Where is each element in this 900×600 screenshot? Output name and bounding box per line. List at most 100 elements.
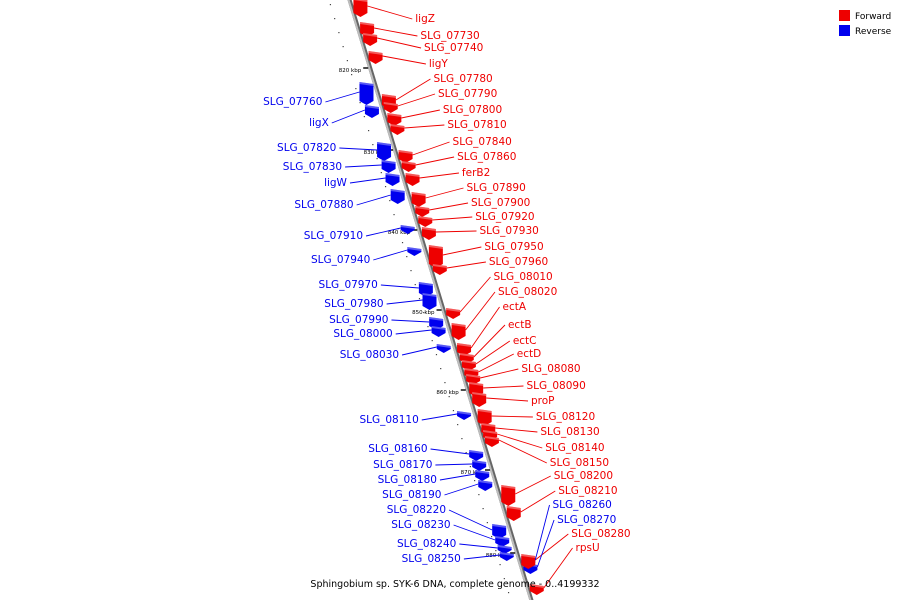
feature-shine-slg-07920 <box>418 216 433 220</box>
gene-label-ligw[interactable]: ligW <box>324 177 347 189</box>
gene-label-slg-07760[interactable]: SLG_07760 <box>263 96 322 108</box>
feature-body-slg-07890 <box>411 192 426 207</box>
gene-label-slg-08200[interactable]: SLG_08200 <box>554 470 613 482</box>
feature-slg-08220 <box>492 524 507 539</box>
minor-tick <box>495 550 497 552</box>
gene-label-slg-07960[interactable]: SLG_07960 <box>489 256 548 268</box>
gene-label-slg-08210[interactable]: SLG_08210 <box>558 485 617 497</box>
leader-ligw <box>349 177 386 184</box>
leader-slg-07930 <box>435 230 477 233</box>
gene-label-slg-07880[interactable]: SLG_07880 <box>294 199 353 211</box>
gene-label-slg-07920[interactable]: SLG_07920 <box>475 211 534 223</box>
gene-label-slg-07800[interactable]: SLG_07800 <box>443 104 502 116</box>
minor-tick <box>346 60 348 62</box>
leader-slg-08020 <box>465 291 496 331</box>
gene-label-ecta[interactable]: ectA <box>503 301 527 313</box>
gene-label-slg-08250[interactable]: SLG_08250 <box>402 553 461 565</box>
feature-body-slg-07950 <box>428 245 443 268</box>
minor-tick <box>372 144 374 146</box>
feature-slg-07840 <box>398 150 413 163</box>
gene-label-slg-08080[interactable]: SLG_08080 <box>521 363 580 375</box>
gene-label-slg-07860[interactable]: SLG_07860 <box>457 151 516 163</box>
feature-slg-08000 <box>431 326 446 337</box>
minor-tick <box>401 242 404 244</box>
gene-label-ligy[interactable]: ligY <box>429 58 448 70</box>
legend-reverse-label: Reverse <box>855 27 892 37</box>
feature-slg-07790 <box>383 102 398 113</box>
gene-label-slg-08010[interactable]: SLG_08010 <box>493 271 552 283</box>
feature-slg-08240 <box>497 545 512 554</box>
gene-label-slg-07740[interactable]: SLG_07740 <box>424 42 483 54</box>
gene-label-slg-08120[interactable]: SLG_08120 <box>536 411 595 423</box>
gene-label-slg-07820[interactable]: SLG_07820 <box>277 142 336 154</box>
gene-label-slg-08140[interactable]: SLG_08140 <box>545 442 604 454</box>
gene-label-slg-08170[interactable]: SLG_08170 <box>373 459 432 471</box>
gene-label-slg-08020[interactable]: SLG_08020 <box>498 286 557 298</box>
gene-label-slg-08220[interactable]: SLG_08220 <box>387 504 446 516</box>
gene-label-slg-08110[interactable]: SLG_08110 <box>359 414 418 426</box>
gene-label-slg-08180[interactable]: SLG_08180 <box>378 474 437 486</box>
gene-label-slg-07830[interactable]: SLG_07830 <box>283 161 342 173</box>
feature-shine-ectd <box>464 368 479 372</box>
gene-label-ectc[interactable]: ectC <box>513 335 537 347</box>
gene-label-slg-08260[interactable]: SLG_08260 <box>553 499 612 511</box>
gene-label-slg-08270[interactable]: SLG_08270 <box>557 514 616 526</box>
feature-shine-slg-08030 <box>436 344 451 348</box>
feature-body-rpsu <box>529 584 544 595</box>
feature-body-ligz <box>353 0 368 17</box>
feature-body-slg-08030 <box>436 344 451 353</box>
gene-label-slg-07970[interactable]: SLG_07970 <box>319 279 378 291</box>
gene-label-slg-07730[interactable]: SLG_07730 <box>420 30 479 42</box>
gene-label-slg-08000[interactable]: SLG_08000 <box>333 328 392 340</box>
gene-label-slg-07940[interactable]: SLG_07940 <box>311 254 370 266</box>
minor-tick <box>457 424 459 426</box>
backbone <box>347 0 532 600</box>
feature-body-slg-07900 <box>415 206 430 217</box>
gene-label-slg-08130[interactable]: SLG_08130 <box>540 426 599 438</box>
gene-label-slg-07790[interactable]: SLG_07790 <box>438 88 497 100</box>
feature-shine-slg-07780 <box>381 94 396 98</box>
feature-shine-slg-07900 <box>415 206 430 210</box>
feature-body-slg-07940 <box>407 247 422 256</box>
gene-label-slg-07900[interactable]: SLG_07900 <box>471 197 530 209</box>
gene-label-slg-07910[interactable]: SLG_07910 <box>304 230 363 242</box>
gene-label-slg-07990[interactable]: SLG_07990 <box>329 314 388 326</box>
gene-label-slg-08090[interactable]: SLG_08090 <box>526 380 585 392</box>
gene-label-slg-07950[interactable]: SLG_07950 <box>484 241 543 253</box>
gene-label-slg-08030[interactable]: SLG_08030 <box>340 349 399 361</box>
gene-label-ectd[interactable]: ectD <box>517 348 541 360</box>
gene-label-slg-07890[interactable]: SLG_07890 <box>466 182 525 194</box>
feature-slg-08020 <box>451 323 466 340</box>
feature-body-slg-07860 <box>401 161 416 172</box>
feature-shine-slg-08190 <box>478 480 493 484</box>
gene-label-slg-07810[interactable]: SLG_07810 <box>447 119 506 131</box>
gene-label-ligz[interactable]: ligZ <box>415 13 435 25</box>
gene-label-slg-08150[interactable]: SLG_08150 <box>550 457 609 469</box>
forward-feature-layer <box>353 0 544 595</box>
gene-label-rpsu[interactable]: rpsU <box>576 542 600 554</box>
gene-label-ectb[interactable]: ectB <box>508 319 532 331</box>
gene-label-slg-08280[interactable]: SLG_08280 <box>571 528 630 540</box>
gene-label-slg-07840[interactable]: SLG_07840 <box>453 136 512 148</box>
leader-slg-07790 <box>397 93 436 107</box>
feature-shine-ectb <box>459 353 474 357</box>
leader-ferb2 <box>419 172 459 179</box>
gene-label-slg-08160[interactable]: SLG_08160 <box>368 443 427 455</box>
gene-label-slg-08190[interactable]: SLG_08190 <box>382 489 441 501</box>
feature-body-ligy <box>368 51 383 64</box>
leader-prop <box>486 397 529 402</box>
gene-label-ferb2[interactable]: ferB2 <box>462 167 490 179</box>
feature-slg-08190 <box>478 480 493 491</box>
gene-label-slg-08230[interactable]: SLG_08230 <box>391 519 450 531</box>
minor-tick <box>482 508 484 510</box>
gene-label-slg-07930[interactable]: SLG_07930 <box>480 225 539 237</box>
gene-label-ligx[interactable]: ligX <box>309 117 329 129</box>
gene-label-slg-07780[interactable]: SLG_07780 <box>433 73 492 85</box>
gene-label-prop[interactable]: proP <box>531 395 555 407</box>
gene-label-slg-08240[interactable]: SLG_08240 <box>397 538 456 550</box>
feature-slg-07890 <box>411 192 426 207</box>
leader-slg-07820 <box>339 147 378 151</box>
feature-slg-07860 <box>401 161 416 172</box>
gene-label-slg-07980[interactable]: SLG_07980 <box>324 298 383 310</box>
leader-slg-08160 <box>430 448 470 455</box>
